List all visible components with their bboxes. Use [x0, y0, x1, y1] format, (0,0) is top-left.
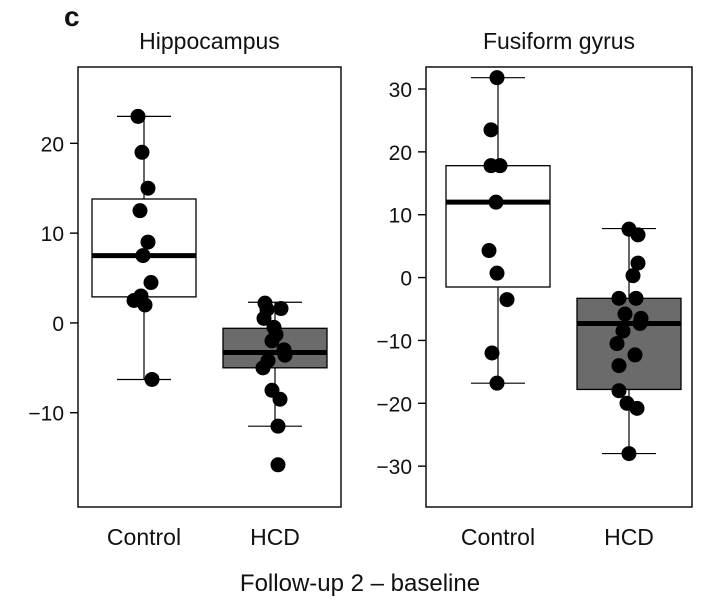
data-point-hcd [617, 306, 633, 322]
data-point-control [484, 345, 500, 361]
y-tick-label: 20 [389, 142, 412, 165]
data-point-hcd [272, 391, 288, 407]
data-point-hcd [611, 383, 627, 399]
data-point-control [488, 194, 504, 210]
y-tick-label: 30 [389, 79, 412, 102]
y-tick-label: −10 [376, 330, 412, 353]
data-point-hcd [627, 347, 643, 363]
data-point-hcd [277, 347, 293, 363]
data-point-hcd [270, 418, 286, 434]
data-point-control [489, 265, 505, 281]
plot-frame [425, 66, 693, 508]
panel-title: Fusiform gyrus [483, 28, 635, 54]
data-point-hcd [255, 360, 271, 376]
y-tick-label: −20 [376, 393, 412, 416]
data-point-control [132, 203, 148, 219]
data-point-hcd [630, 255, 646, 271]
data-point-control [134, 144, 150, 160]
panel-label: c [64, 1, 80, 32]
y-tick-label: 20 [41, 133, 64, 156]
data-point-control [489, 70, 505, 86]
data-point-hcd [264, 333, 280, 349]
y-tick-label: 10 [389, 205, 412, 228]
data-point-control [481, 243, 497, 259]
data-point-hcd [256, 310, 272, 326]
x-category-label: HCD [250, 524, 300, 550]
x-category-label: HCD [604, 524, 654, 550]
data-point-hcd [625, 268, 641, 284]
plot-frame [77, 66, 342, 508]
data-point-control [126, 292, 142, 308]
fusiform-gyrus-panel: Fusiform gyrus −30 −20 −10 0 10 20 30 Control HCD [376, 28, 693, 550]
data-point-control [140, 234, 156, 250]
data-point-hcd [611, 290, 627, 306]
y-tick-label: 10 [41, 223, 64, 246]
data-point-control [144, 371, 160, 387]
data-point-control [483, 122, 499, 138]
hippocampus-panel: Hippocampus −10 0 10 20 Control HCD [28, 28, 342, 550]
data-point-hcd [621, 446, 637, 462]
data-point-control [135, 248, 151, 264]
data-point-hcd [628, 290, 644, 306]
x-category-label: Control [107, 524, 181, 550]
data-point-hcd [609, 336, 625, 352]
y-tick-label: 0 [400, 268, 412, 291]
data-point-control [140, 180, 156, 196]
data-point-hcd [632, 315, 648, 331]
y-tick-label: −10 [28, 403, 64, 426]
data-point-control [489, 375, 505, 391]
y-tick-label: −30 [376, 456, 412, 479]
x-category-label: Control [461, 524, 535, 550]
data-point-hcd [270, 457, 286, 473]
data-point-hcd [615, 323, 631, 339]
data-point-hcd [629, 400, 645, 416]
panel-title: Hippocampus [139, 28, 280, 54]
x-axis-title: Follow-up 2 – baseline [240, 570, 480, 597]
data-point-hcd [630, 227, 646, 243]
data-point-control [492, 158, 508, 174]
data-point-hcd [273, 301, 289, 317]
data-point-hcd [611, 358, 627, 374]
data-point-control [143, 275, 159, 291]
data-point-control [499, 292, 515, 308]
y-tick-label: 0 [52, 313, 64, 336]
data-point-control [130, 108, 146, 124]
